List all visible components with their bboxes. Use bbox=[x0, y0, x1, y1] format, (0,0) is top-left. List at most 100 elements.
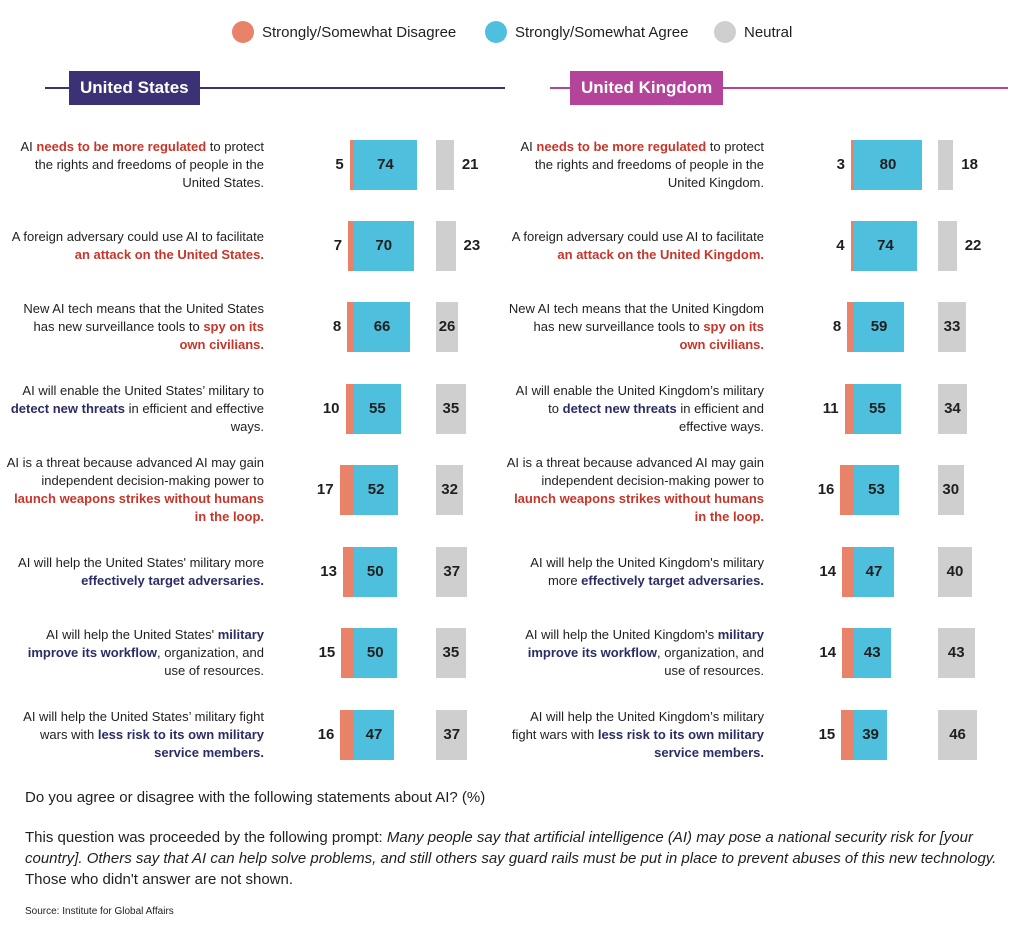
uk-statement-4-part-1: AI will enable the United Kingdom’s mili… bbox=[515, 383, 764, 416]
uk-statement-5-part-1: AI is a threat because advanced AI may g… bbox=[506, 455, 764, 488]
legend-item-neutral: Neutral bbox=[714, 18, 792, 46]
uk-label-disagree-4: 11 bbox=[822, 400, 839, 417]
uk-label-agree-5: 53 bbox=[868, 481, 885, 498]
uk-statement-5: AI is a threat because advanced AI may g… bbox=[506, 454, 764, 526]
us-statement-7-part-3: , organization, and use of resources. bbox=[157, 645, 264, 678]
uk-bar-disagree-7 bbox=[842, 628, 854, 678]
us-statement-2-part-2: an attack on the United States. bbox=[74, 247, 264, 262]
legend-label-agree: Strongly/Somewhat Agree bbox=[515, 23, 689, 41]
us-bar-neutral-6 bbox=[436, 547, 468, 597]
uk-bar-agree-3 bbox=[854, 302, 905, 352]
legend-swatch-neutral bbox=[714, 21, 736, 43]
us-bar-agree-4 bbox=[354, 384, 401, 434]
prompt-note-lead: This question was proceeded by the follo… bbox=[25, 829, 387, 846]
uk-panel-title: United Kingdom bbox=[570, 71, 724, 105]
uk-label-neutral-3: 33 bbox=[943, 318, 961, 335]
us-label-disagree-1: 5 bbox=[335, 156, 344, 173]
us-statement-6-part-1: AI will help the United States' military… bbox=[18, 555, 264, 570]
uk-label-disagree-5: 16 bbox=[817, 481, 835, 498]
us-label-disagree-6: 13 bbox=[320, 563, 337, 580]
uk-statement-3-part-2: spy on its own civilians. bbox=[679, 319, 764, 352]
prompt-note: This question was proceeded by the follo… bbox=[25, 827, 1015, 890]
uk-statement-4-part-2: detect new threats bbox=[562, 401, 677, 416]
us-label-neutral-5: 32 bbox=[441, 481, 458, 498]
uk-bar-disagree-2 bbox=[850, 221, 854, 271]
us-bar-agree-5 bbox=[354, 465, 399, 515]
uk-statement-7-part-2: military improve its workflow bbox=[527, 627, 764, 660]
uk-bar-disagree-6 bbox=[842, 547, 854, 597]
us-statement-2-part-1: A foreign adversary could use AI to faci… bbox=[11, 229, 264, 244]
us-bar-neutral-7 bbox=[436, 628, 466, 678]
us-bar-disagree-7 bbox=[341, 628, 354, 678]
us-label-neutral-8: 37 bbox=[443, 726, 461, 743]
question-text: Do you agree or disagree with the follow… bbox=[25, 789, 486, 806]
uk-label-neutral-7: 43 bbox=[947, 644, 965, 661]
us-label-neutral-4: 35 bbox=[442, 400, 460, 417]
uk-bar-neutral-5 bbox=[938, 465, 964, 515]
us-label-neutral-3: 26 bbox=[438, 318, 456, 335]
us-bar-disagree-2 bbox=[348, 221, 354, 271]
us-label-agree-8: 47 bbox=[365, 726, 383, 743]
us-bar-agree-8 bbox=[354, 710, 394, 760]
us-statement-1-part-3: to protect the rights and freedoms of pe… bbox=[34, 139, 264, 190]
us-label-agree-6: 50 bbox=[366, 563, 384, 580]
us-statement-4-part-2: detect new threats bbox=[10, 401, 125, 416]
uk-statement-1: AI needs to be more regulated to protect… bbox=[506, 138, 764, 192]
uk-label-neutral-1: 18 bbox=[961, 156, 978, 173]
uk-label-disagree-1: 3 bbox=[836, 156, 845, 173]
us-label-agree-2: 70 bbox=[375, 237, 393, 254]
us-bar-disagree-4 bbox=[345, 384, 354, 434]
uk-label-agree-8: 39 bbox=[862, 726, 879, 743]
us-header-rule bbox=[45, 87, 505, 89]
us-statement-8: AI will help the United States’ military… bbox=[6, 708, 264, 762]
us-bar-neutral-8 bbox=[436, 710, 468, 760]
uk-label-agree-1: 80 bbox=[879, 156, 897, 173]
uk-bar-neutral-4 bbox=[938, 384, 967, 434]
uk-bar-agree-5 bbox=[854, 465, 900, 515]
us-statement-4-part-1: AI will enable the United States’ milita… bbox=[22, 383, 264, 398]
uk-statement-7-part-3: , organization, and use of resources. bbox=[657, 645, 764, 678]
uk-statement-7-part-1: AI will help the United Kingdom's bbox=[525, 627, 718, 642]
uk-label-disagree-3: 8 bbox=[832, 318, 842, 335]
uk-bar-disagree-1 bbox=[851, 140, 854, 190]
us-statement-3: New AI tech means that the United States… bbox=[6, 300, 264, 354]
us-bar-disagree-3 bbox=[347, 302, 354, 352]
us-bar-disagree-8 bbox=[340, 710, 354, 760]
uk-label-neutral-2: 22 bbox=[964, 237, 982, 254]
uk-statement-6-part-1: AI will help the United Kingdom's milita… bbox=[530, 555, 764, 588]
uk-label-disagree-8: 15 bbox=[818, 726, 836, 743]
us-label-neutral-7: 35 bbox=[442, 644, 460, 661]
uk-label-neutral-4: 34 bbox=[944, 400, 961, 417]
us-label-neutral-2: 23 bbox=[463, 237, 481, 254]
uk-statement-1-part-1: AI bbox=[520, 139, 537, 154]
uk-label-agree-6: 47 bbox=[865, 563, 883, 580]
uk-bar-agree-8 bbox=[854, 710, 888, 760]
uk-bar-neutral-8 bbox=[938, 710, 978, 760]
prompt-note-quote: Many people say that artificial intellig… bbox=[25, 829, 997, 867]
us-bar-agree-7 bbox=[354, 628, 397, 678]
legend-item-disagree: Strongly/Somewhat Disagree bbox=[232, 18, 456, 46]
uk-bar-neutral-3 bbox=[938, 302, 967, 352]
us-statement-1-part-1: AI bbox=[20, 139, 37, 154]
uk-label-agree-2: 74 bbox=[877, 237, 894, 254]
uk-label-neutral-6: 40 bbox=[946, 563, 964, 580]
us-statement-5: AI is a threat because advanced AI may g… bbox=[6, 454, 264, 526]
uk-bar-agree-7 bbox=[854, 628, 891, 678]
us-bar-neutral-5 bbox=[436, 465, 464, 515]
us-bar-neutral-2 bbox=[436, 221, 456, 271]
uk-statement-6: AI will help the United Kingdom's milita… bbox=[506, 554, 764, 590]
us-statement-1-part-2: needs to be more regulated bbox=[36, 139, 207, 154]
uk-bar-agree-1 bbox=[854, 140, 922, 190]
uk-statement-8-part-2: less risk to its own military service me… bbox=[597, 727, 764, 760]
uk-statement-8-part-1: AI will help the United Kingdom’s milita… bbox=[511, 709, 764, 742]
us-label-neutral-1: 21 bbox=[461, 156, 479, 173]
us-label-agree-3: 66 bbox=[373, 318, 391, 335]
uk-statement-8: AI will help the United Kingdom’s milita… bbox=[506, 708, 764, 762]
us-bar-agree-2 bbox=[354, 221, 414, 271]
legend-item-agree: Strongly/Somewhat Agree bbox=[485, 18, 688, 46]
us-statement-5-part-2: launch weapons strikes without humans in… bbox=[14, 491, 264, 524]
us-label-agree-1: 74 bbox=[377, 156, 394, 173]
uk-statement-3: New AI tech means that the United Kingdo… bbox=[506, 300, 764, 354]
uk-statement-2: A foreign adversary could use AI to faci… bbox=[506, 228, 764, 264]
uk-label-disagree-2: 4 bbox=[836, 237, 845, 254]
